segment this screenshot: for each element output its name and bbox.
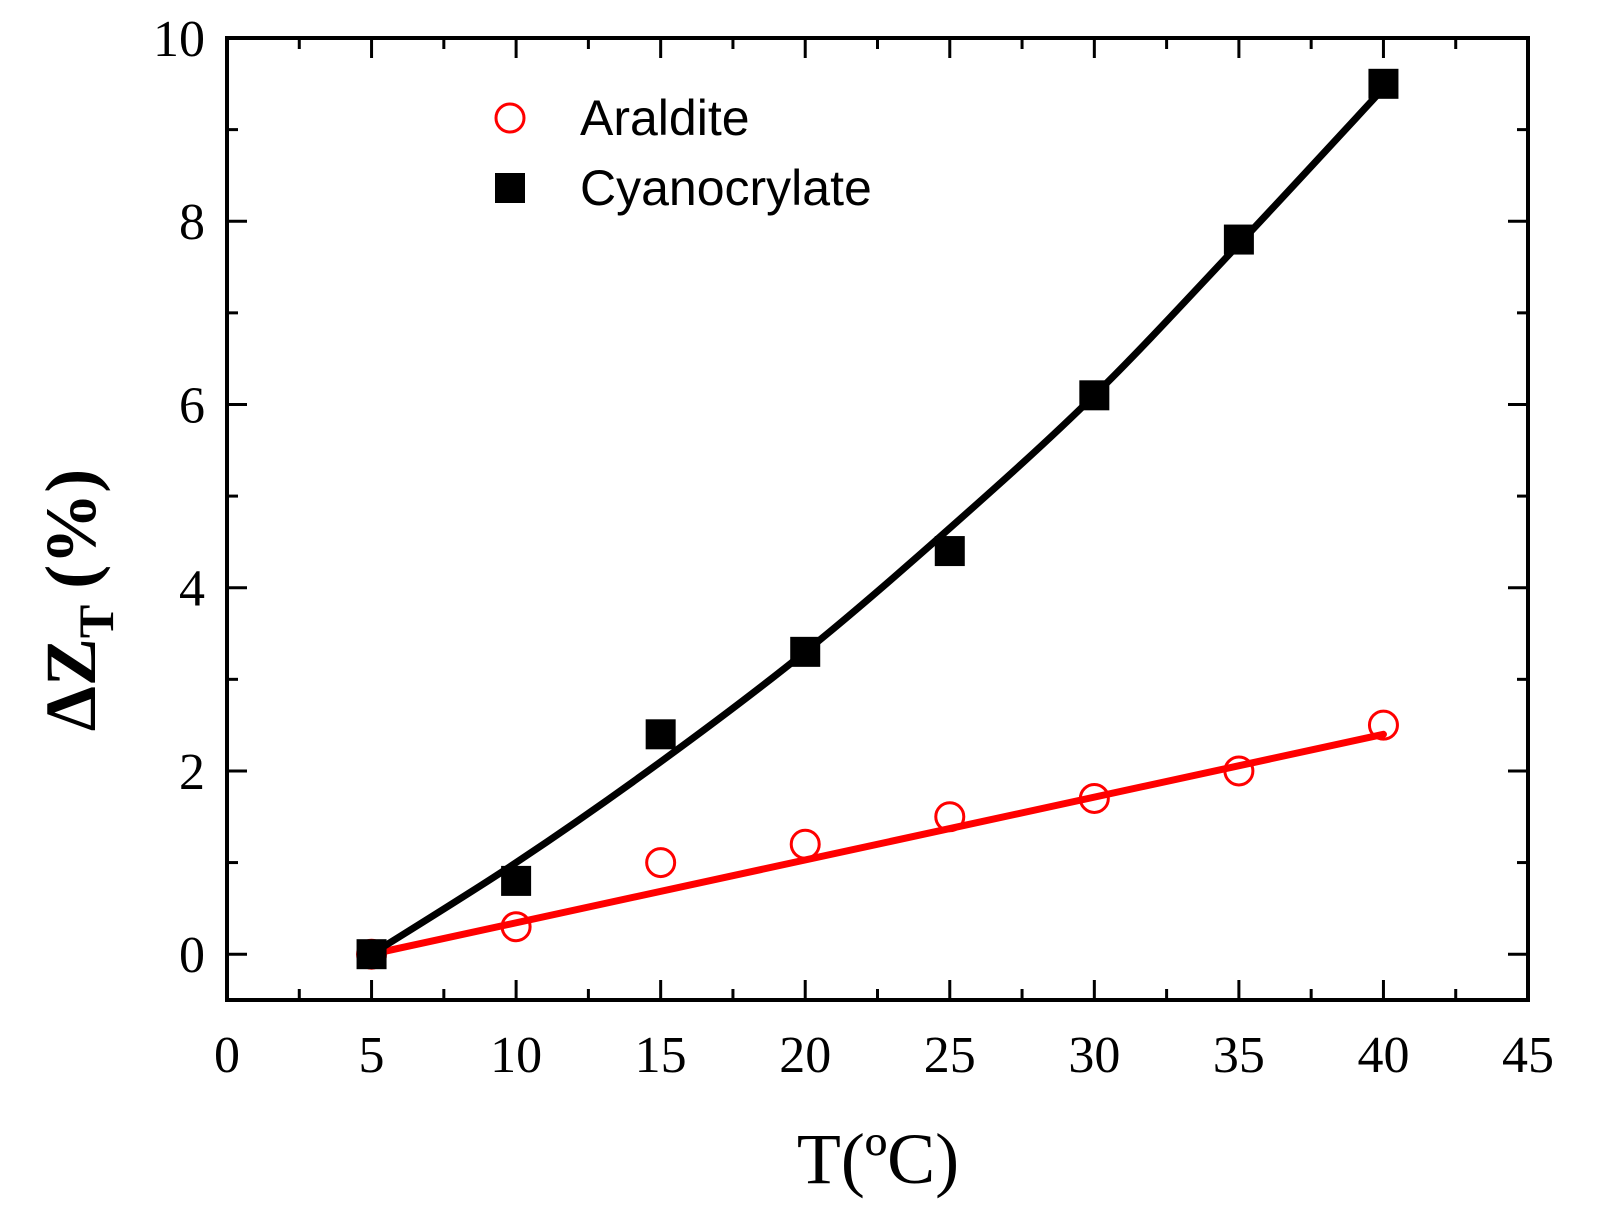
x-axis-ticks: 0 5 10 15 20 25 30 35 40 45 xyxy=(214,38,1554,1084)
y-tick-label: 2 xyxy=(179,744,205,801)
data-markers xyxy=(356,68,1399,970)
y-tick-label: 0 xyxy=(179,927,205,984)
y-axis-title-suffix: (%) xyxy=(31,469,111,589)
legend-marker-araldite xyxy=(494,102,526,134)
legend-label-cyanocrylate: Cyanocrylate xyxy=(580,160,872,216)
data-point-cyanocrylate xyxy=(1223,224,1254,255)
y-tick-label: 4 xyxy=(179,561,205,618)
data-point-cyanocrylate xyxy=(356,939,387,970)
data-point-araldite xyxy=(500,911,532,943)
x-tick-label: 35 xyxy=(1213,1027,1265,1084)
data-point-araldite xyxy=(1078,782,1110,814)
y-tick-label: 6 xyxy=(179,377,205,434)
x-tick-label: 20 xyxy=(779,1027,831,1084)
y-tick-label: 8 xyxy=(179,194,205,251)
x-axis-title: T(ºC) xyxy=(797,1119,959,1199)
data-point-araldite xyxy=(1367,709,1399,741)
x-tick-label: 30 xyxy=(1068,1027,1120,1084)
data-point-araldite xyxy=(789,828,821,860)
data-point-araldite xyxy=(1223,755,1255,787)
data-point-cyanocrylate xyxy=(501,865,532,896)
data-point-cyanocrylate xyxy=(645,719,676,750)
x-tick-label: 10 xyxy=(490,1027,542,1084)
y-tick-label: 10 xyxy=(153,11,205,68)
x-tick-label: 45 xyxy=(1502,1027,1554,1084)
x-tick-label: 0 xyxy=(214,1027,240,1084)
plot-frame xyxy=(225,36,1530,1002)
x-tick-label: 25 xyxy=(924,1027,976,1084)
fit-line-araldite xyxy=(368,730,1387,958)
fit-lines xyxy=(368,84,1387,958)
x-tick-label: 15 xyxy=(635,1027,687,1084)
y-axis-title-subscript: T xyxy=(68,605,124,638)
legend-label-araldite: Araldite xyxy=(580,90,750,146)
data-point-cyanocrylate xyxy=(790,636,821,667)
svg-text:ΔZT(%): ΔZT (%) xyxy=(31,469,124,731)
data-point-cyanocrylate xyxy=(1079,380,1110,411)
y-axis-ticks: 0 2 4 6 8 10 xyxy=(153,11,1528,984)
fit-line-cyanocrylate xyxy=(368,84,1387,958)
plot-area-border xyxy=(225,36,1530,1002)
legend: Araldite Cyanocrylate xyxy=(494,90,872,216)
data-point-cyanocrylate xyxy=(1368,68,1399,99)
y-axis-title: ΔZT (%) xyxy=(31,469,124,731)
x-tick-label: 40 xyxy=(1357,1027,1409,1084)
data-point-cyanocrylate xyxy=(934,536,965,567)
legend-marker-cyanocrylate xyxy=(495,173,525,203)
data-point-araldite xyxy=(934,801,966,833)
y-axis-title-main: ΔZ xyxy=(31,638,111,731)
x-tick-label: 5 xyxy=(359,1027,385,1084)
data-point-araldite xyxy=(645,847,677,879)
